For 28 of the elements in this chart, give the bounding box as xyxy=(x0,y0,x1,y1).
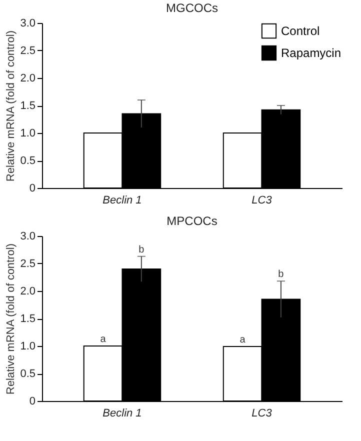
y-tick-label: 0.5 xyxy=(20,155,36,167)
y-tick-label: 3.0 xyxy=(20,230,36,242)
x-tick-label: Beclin 1 xyxy=(102,408,142,420)
y-tick-label: 1.0 xyxy=(20,340,36,352)
y-tick-label: 1.0 xyxy=(20,128,36,140)
y-tick-label: 3.0 xyxy=(20,18,36,30)
y-tick-label: 0 xyxy=(29,182,36,194)
annotation: b xyxy=(278,269,284,280)
chart-title: MPCOCs xyxy=(166,214,218,228)
y-tick-label: 1.5 xyxy=(20,313,36,325)
annotation: a xyxy=(100,334,106,345)
legend-label: Rapamycin xyxy=(281,46,342,60)
y-axis-title: Relative mRNA (fold of control) xyxy=(5,30,18,182)
y-tick-label: 2.5 xyxy=(20,45,36,57)
x-tick-label: LC3 xyxy=(252,194,273,206)
annotation: a xyxy=(240,334,246,346)
y-tick-label: 1.5 xyxy=(20,100,36,112)
annotation: b xyxy=(138,244,145,256)
chart-title: MGCOCs xyxy=(166,1,218,15)
y-tick-label: 2.5 xyxy=(20,258,36,270)
y-tick-label: 2.0 xyxy=(20,72,36,84)
x-tick-label: LC3 xyxy=(252,408,273,420)
x-tick-label: Beclin 1 xyxy=(102,194,142,206)
y-axis-title: Relative mRNA (fold of control) xyxy=(5,244,18,394)
y-tick-label: 2.0 xyxy=(20,286,36,298)
y-tick-label: 0.5 xyxy=(20,368,36,380)
y-tick-label: 0 xyxy=(29,396,36,408)
legend-label: Control xyxy=(281,24,320,38)
